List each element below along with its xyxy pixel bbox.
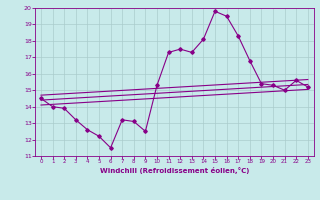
X-axis label: Windchill (Refroidissement éolien,°C): Windchill (Refroidissement éolien,°C) — [100, 167, 249, 174]
